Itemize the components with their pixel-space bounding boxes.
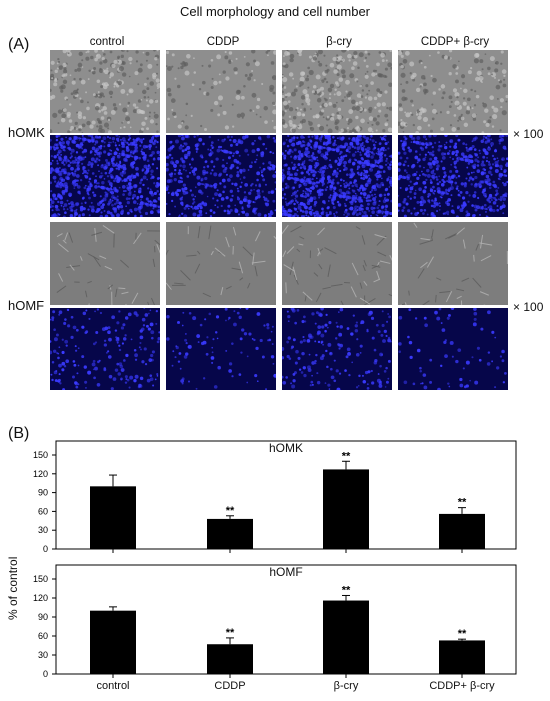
- homf-bar: [207, 644, 253, 674]
- homf-bar: [90, 610, 136, 674]
- x-category-cddp-beta-cry: CDDP+ β-cry: [429, 680, 495, 692]
- homk-y-tick-label: 60: [38, 506, 48, 516]
- x-category-control: control: [96, 680, 130, 692]
- row-label-homk: hOMK: [8, 125, 45, 140]
- chart-title-homk: hOMK: [268, 441, 303, 455]
- homf-y-tick-label: 150: [33, 574, 48, 584]
- micrograph-homf-bright-field-beta-cry: [282, 222, 392, 305]
- row-label-homf: hOMF: [8, 298, 45, 313]
- column-label-control: control: [89, 36, 125, 48]
- homf-y-tick-label: 60: [38, 631, 48, 641]
- homk-significance-marker: **: [342, 450, 351, 462]
- x-category-cddp: CDDP: [214, 680, 246, 692]
- homk-bar: [90, 486, 136, 549]
- homk-y-tick-label: 120: [33, 469, 48, 479]
- micrograph-homk-bright-field-beta-cry: [282, 50, 392, 133]
- homf-bar: [439, 640, 485, 674]
- homf-bar: [323, 600, 369, 674]
- micrograph-homf-bright-field-cddp-beta-cry: [398, 222, 508, 305]
- micrograph-homf-fluorescence-cddp-beta-cry: [398, 308, 508, 390]
- homk-y-tick-label: 150: [33, 450, 48, 460]
- homf-y-tick-label: 90: [38, 612, 48, 622]
- magnification-homk: × 100: [513, 127, 544, 141]
- homk-y-tick-label: 30: [38, 525, 48, 535]
- column-label-cddp-beta-cry: CDDP+ β-cry: [420, 36, 490, 48]
- micrograph-homf-bright-field-cddp: [166, 222, 276, 305]
- homk-significance-marker: **: [458, 497, 467, 509]
- column-label-beta-cry: β-cry: [326, 36, 352, 48]
- x-category-beta-cry: β-cry: [333, 680, 359, 692]
- micrograph-homk-fluorescence-cddp: [166, 135, 276, 217]
- micrograph-homf-bright-field-control: [50, 222, 160, 305]
- micrograph-homk-bright-field-cddp: [166, 50, 276, 133]
- micrograph-homk-fluorescence-beta-cry: [282, 135, 392, 217]
- micrograph-homk-bright-field-control: [50, 50, 160, 133]
- magnification-homf: × 100: [513, 300, 544, 314]
- homf-significance-marker: **: [458, 628, 467, 640]
- homk-chart-frame: [55, 440, 517, 550]
- homk-bar: [207, 518, 253, 549]
- homf-significance-marker: **: [226, 627, 235, 639]
- homf-chart-frame: [55, 564, 517, 675]
- panel-a-label: (A): [8, 36, 30, 53]
- panel-b-label: (B): [8, 425, 30, 442]
- homk-bar: [323, 469, 369, 549]
- figure-title: Cell morphology and cell number: [179, 4, 371, 19]
- homk-y-tick-label: 90: [38, 488, 48, 498]
- micrograph-homf-fluorescence-cddp: [166, 308, 276, 390]
- micrograph-homf-fluorescence-control: [50, 308, 160, 390]
- chart-title-homf: hOMF: [269, 565, 303, 579]
- homf-y-tick-label: 120: [33, 593, 48, 603]
- homf-significance-marker: **: [342, 584, 351, 596]
- homk-significance-marker: **: [226, 505, 235, 517]
- micrograph-homk-fluorescence-control: [50, 135, 160, 217]
- homk-bar: [439, 513, 485, 549]
- homf-y-tick-label: 30: [38, 650, 48, 660]
- homf-y-tick-label: 0: [43, 669, 48, 679]
- micrograph-homk-fluorescence-cddp-beta-cry: [398, 135, 508, 217]
- micrograph-homk-bright-field-cddp-beta-cry: [398, 50, 508, 133]
- homk-y-tick-label: 0: [43, 544, 48, 554]
- column-label-cddp: CDDP: [206, 36, 240, 48]
- micrograph-homf-fluorescence-beta-cry: [282, 308, 392, 390]
